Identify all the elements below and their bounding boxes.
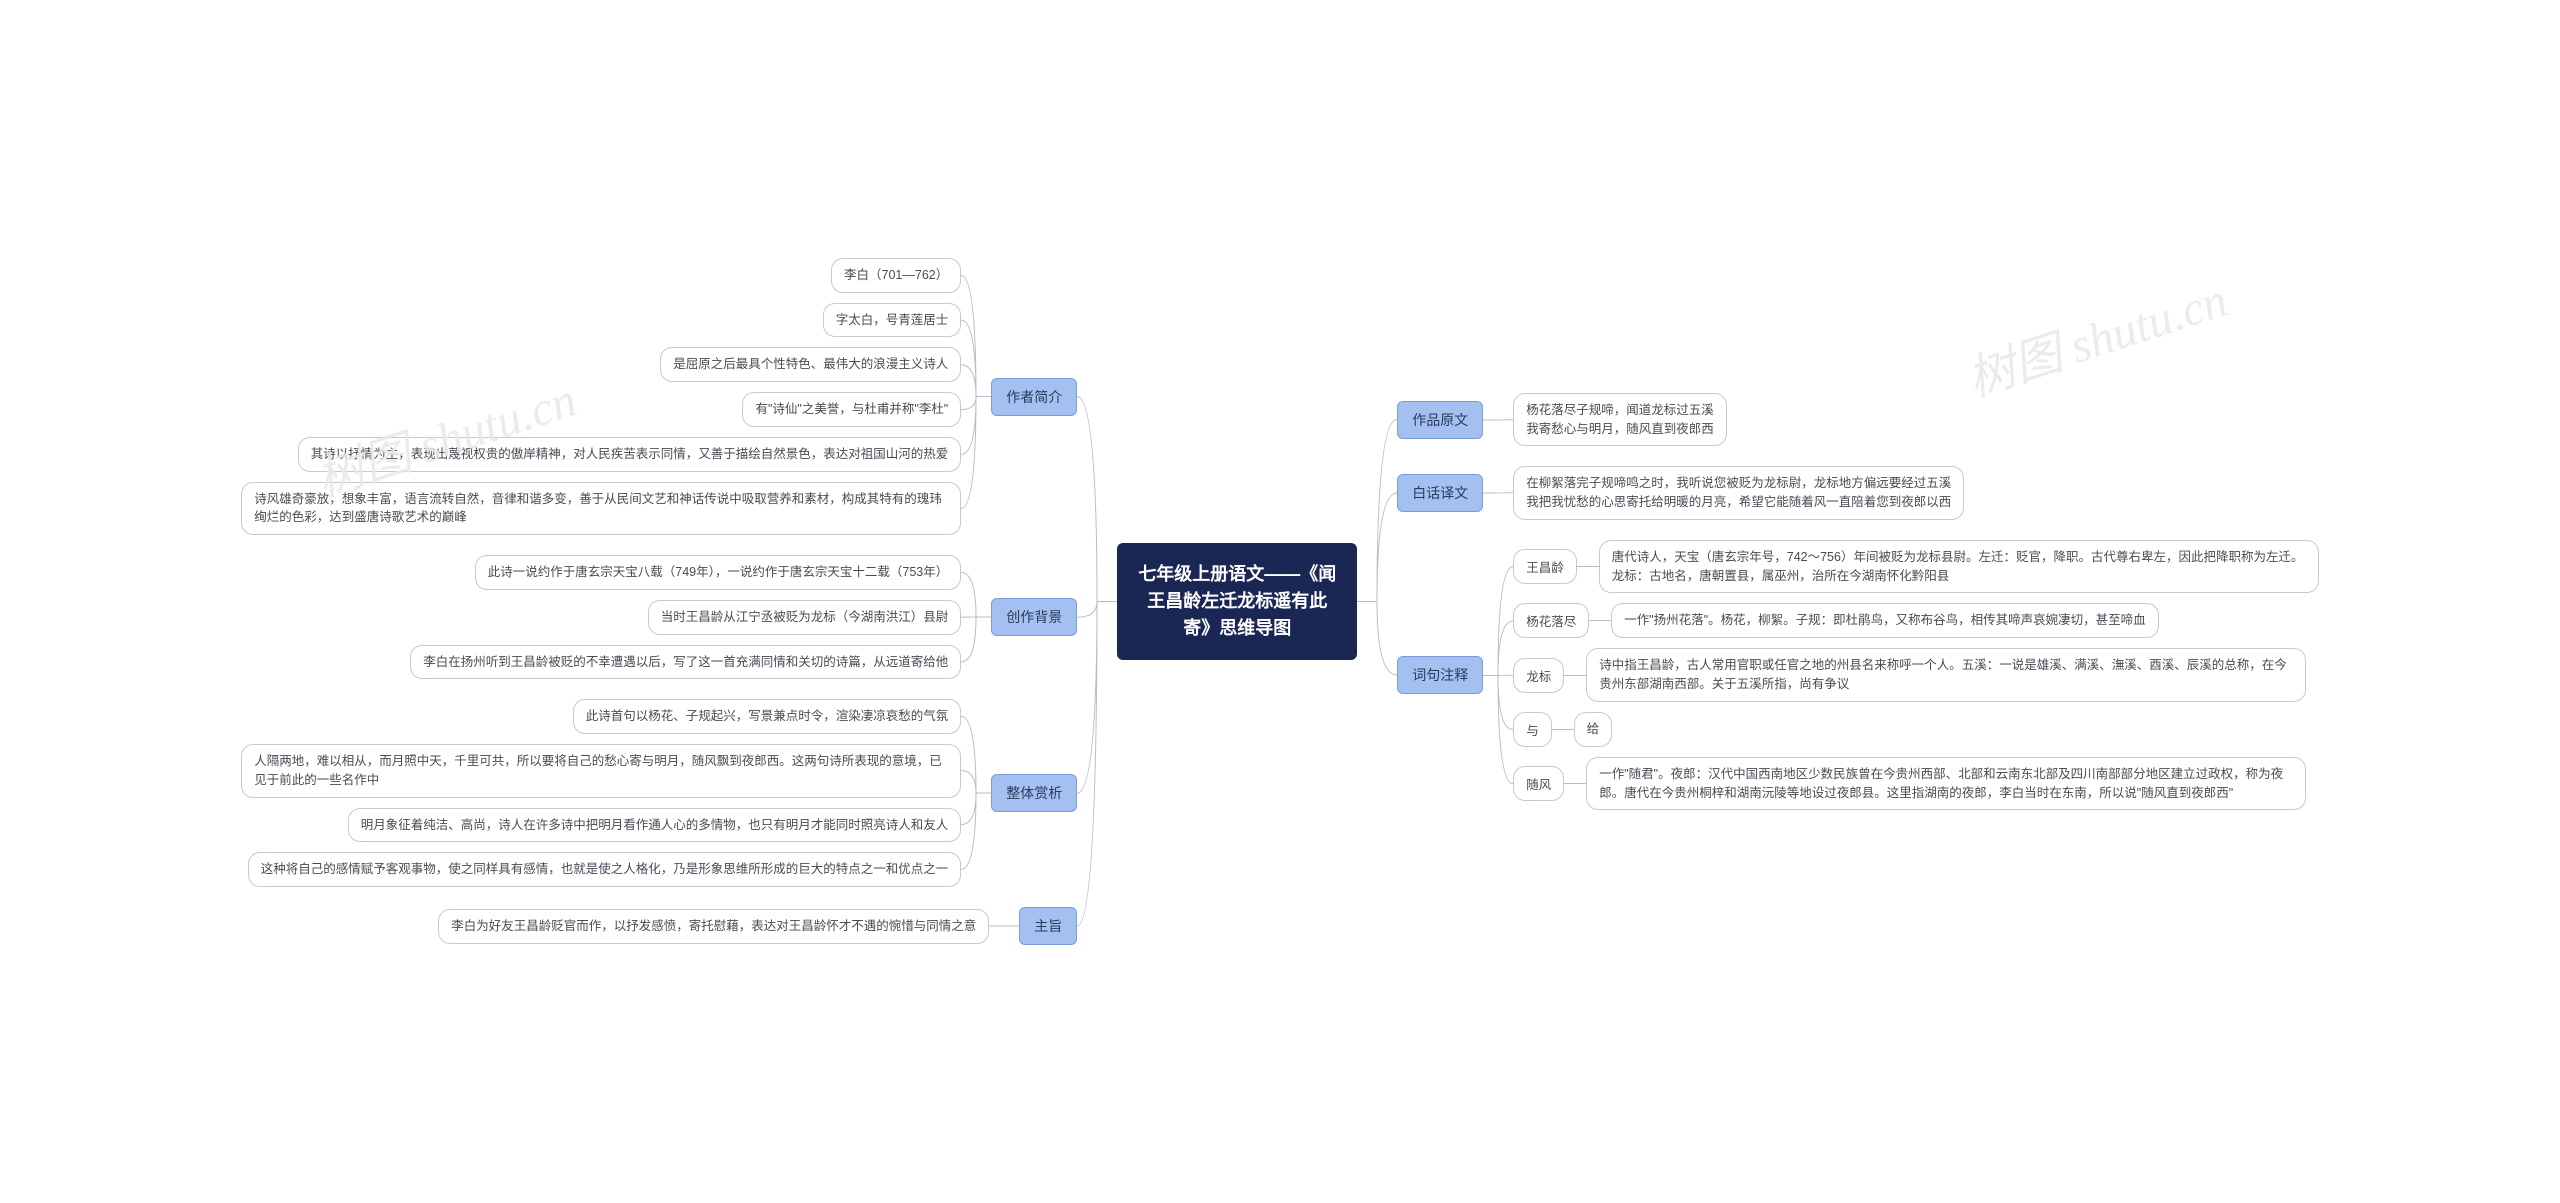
sub-branch: 随风一作"随君"。夜郎：汉代中国西南地区少数民族曾在今贵州西部、北部和云南东北部… [1513, 757, 2306, 811]
leaf-node: 其诗以抒情为主，表现出蔑视权贵的傲岸精神，对人民疾苦表示同情，又善于描绘自然景色… [298, 437, 962, 472]
connector-line [1552, 729, 1574, 730]
leaf-node: 诗中指王昌龄，古人常用官职或任官之地的州县名来称呼一个人。五溪：一说是雄溪、满溪… [1586, 648, 2306, 702]
leaf-node: 一作"扬州花落"。杨花，柳絮。子规：即杜鹃鸟，又称布谷鸟，相传其啼声哀婉凄切，甚… [1611, 603, 2158, 638]
children-group: 在柳絮落完子规啼鸣之时，我听说您被贬为龙标尉，龙标地方偏远要经过五溪 我把我忧愁… [1513, 466, 1964, 520]
branch-title: 整体赏析 [991, 774, 1077, 812]
center-title: 七年级上册语文——《闻王昌龄左迁龙标遥有此寄》思维导图 [1117, 543, 1357, 660]
leaf-node: 唐代诗人，天宝（唐玄宗年号，742～756）年间被贬为龙标县尉。左迁：贬官，降职… [1599, 540, 2319, 594]
leaf-node: 字太白，号青莲居士 [823, 303, 962, 338]
sub-branch: 与给 [1513, 712, 1612, 747]
leaf-node: 李白在扬州听到王昌龄被贬的不幸遭遇以后，写了这一首充满同情和关切的诗篇，从远道寄… [410, 645, 961, 680]
connector-line [1564, 675, 1586, 676]
mindmap-root: 树图 shutu.cn 树图 shutu.cn 作者简介李白（701—762）字… [30, 30, 2530, 1173]
branch-title: 白话译文 [1397, 474, 1483, 512]
connector-line [1577, 566, 1599, 567]
connector-line [1589, 620, 1611, 621]
leaf-node: 是屈原之后最具个性特色、最伟大的浪漫主义诗人 [660, 347, 961, 382]
branch-title: 词句注释 [1397, 656, 1483, 694]
branch: 词句注释 王昌龄唐代诗人，天宝（唐玄宗年号，742～756）年间被贬为龙标县尉。左… [1397, 540, 2319, 811]
branch-title: 作者简介 [991, 378, 1077, 416]
sub-title: 龙标 [1513, 658, 1564, 693]
leaf-node: 给 [1574, 712, 1613, 747]
children-group: 王昌龄唐代诗人，天宝（唐玄宗年号，742～756）年间被贬为龙标县尉。左迁：贬官… [1513, 540, 2319, 811]
leaf-node: 在柳絮落完子规啼鸣之时，我听说您被贬为龙标尉，龙标地方偏远要经过五溪 我把我忧愁… [1513, 466, 1964, 520]
children-group: 此诗首句以杨花、子规起兴，写景兼点时令，渲染凄凉哀愁的气氛人隔两地，难以相从，而… [241, 699, 961, 887]
leaf-node: 有"诗仙"之美誉，与杜甫并称"李杜" [742, 392, 961, 427]
children-group: 此诗一说约作于唐玄宗天宝八载（749年），一说约作于唐玄宗天宝十二载（753年）… [410, 555, 961, 679]
branch-title: 创作背景 [991, 598, 1077, 636]
right-column: 作品原文杨花落尽子规啼，闻道龙标过五溪 我寄愁心与明月，随风直到夜郎西白话译文在… [1397, 393, 2319, 811]
leaf-node: 此诗首句以杨花、子规起兴，写景兼点时令，渲染凄凉哀愁的气氛 [573, 699, 962, 734]
children-group: 李白为好友王昌龄贬官而作，以抒发感愤，寄托慰藉，表达对王昌龄怀才不遇的惋惜与同情… [438, 909, 989, 944]
sub-title: 与 [1513, 712, 1552, 747]
connector-line [1564, 783, 1586, 784]
leaf-node: 这种将自己的感情赋予客观事物，使之同样具有感情，也就是使之人格化，乃是形象思维所… [248, 852, 962, 887]
branch: 创作背景此诗一说约作于唐玄宗天宝八载（749年），一说约作于唐玄宗天宝十二载（7… [410, 555, 1077, 679]
branch: 白话译文在柳絮落完子规啼鸣之时，我听说您被贬为龙标尉，龙标地方偏远要经过五溪 我… [1397, 466, 1964, 520]
watermark: 树图 shutu.cn [1956, 260, 2234, 410]
branch: 主旨李白为好友王昌龄贬官而作，以抒发感愤，寄托慰藉，表达对王昌龄怀才不遇的惋惜与… [438, 907, 1077, 945]
leaf-node: 一作"随君"。夜郎：汉代中国西南地区少数民族曾在今贵州西部、北部和云南东北部及四… [1586, 757, 2306, 811]
sub-branch: 杨花落尽一作"扬州花落"。杨花，柳絮。子规：即杜鹃鸟，又称布谷鸟，相传其啼声哀婉… [1513, 603, 2158, 638]
sub-branch: 王昌龄唐代诗人，天宝（唐玄宗年号，742～756）年间被贬为龙标县尉。左迁：贬官… [1513, 540, 2319, 594]
left-column: 作者简介 李白（701—762） 字太白，号青莲居士是屈原之后最具个性特色、最伟大的… [241, 258, 1077, 945]
leaf-node: 诗风雄奇豪放，想象丰富，语言流转自然，音律和谐多变，善于从民间文艺和神话传说中吸… [241, 482, 961, 536]
sub-title: 王昌龄 [1513, 549, 1577, 584]
sub-title: 随风 [1513, 766, 1564, 801]
sub-title: 杨花落尽 [1513, 603, 1589, 638]
leaf-node: 当时王昌龄从江宁丞被贬为龙标（今湖南洪江）县尉 [648, 600, 962, 635]
leaf-node: 杨花落尽子规啼，闻道龙标过五溪 我寄愁心与明月，随风直到夜郎西 [1513, 393, 1727, 447]
leaf-node: 李白（701—762） [831, 258, 961, 293]
leaf-node: 李白为好友王昌龄贬官而作，以抒发感愤，寄托慰藉，表达对王昌龄怀才不遇的惋惜与同情… [438, 909, 989, 944]
sub-branch: 龙标诗中指王昌龄，古人常用官职或任官之地的州县名来称呼一个人。五溪：一说是雄溪、… [1513, 648, 2306, 702]
branch: 作者简介 李白（701—762） 字太白，号青莲居士是屈原之后最具个性特色、最伟大的… [241, 258, 1077, 535]
branch-title: 主旨 [1019, 907, 1077, 945]
leaf-node: 人隔两地，难以相从，而月照中天，千里可共，所以要将自己的愁心寄与明月，随风飘到夜… [241, 744, 961, 798]
children-group: 李白（701—762） 字太白，号青莲居士是屈原之后最具个性特色、最伟大的浪漫主义… [241, 258, 961, 535]
branch: 作品原文杨花落尽子规啼，闻道龙标过五溪 我寄愁心与明月，随风直到夜郎西 [1397, 393, 1727, 447]
leaf-node: 此诗一说约作于唐玄宗天宝八载（749年），一说约作于唐玄宗天宝十二载（753年） [475, 555, 961, 590]
branch-title: 作品原文 [1397, 401, 1483, 439]
children-group: 杨花落尽子规啼，闻道龙标过五溪 我寄愁心与明月，随风直到夜郎西 [1513, 393, 1727, 447]
leaf-node: 明月象征着纯洁、高尚，诗人在许多诗中把明月看作通人心的多情物，也只有明月才能同时… [348, 808, 962, 843]
branch: 整体赏析此诗首句以杨花、子规起兴，写景兼点时令，渲染凄凉哀愁的气氛人隔两地，难以… [241, 699, 1077, 887]
